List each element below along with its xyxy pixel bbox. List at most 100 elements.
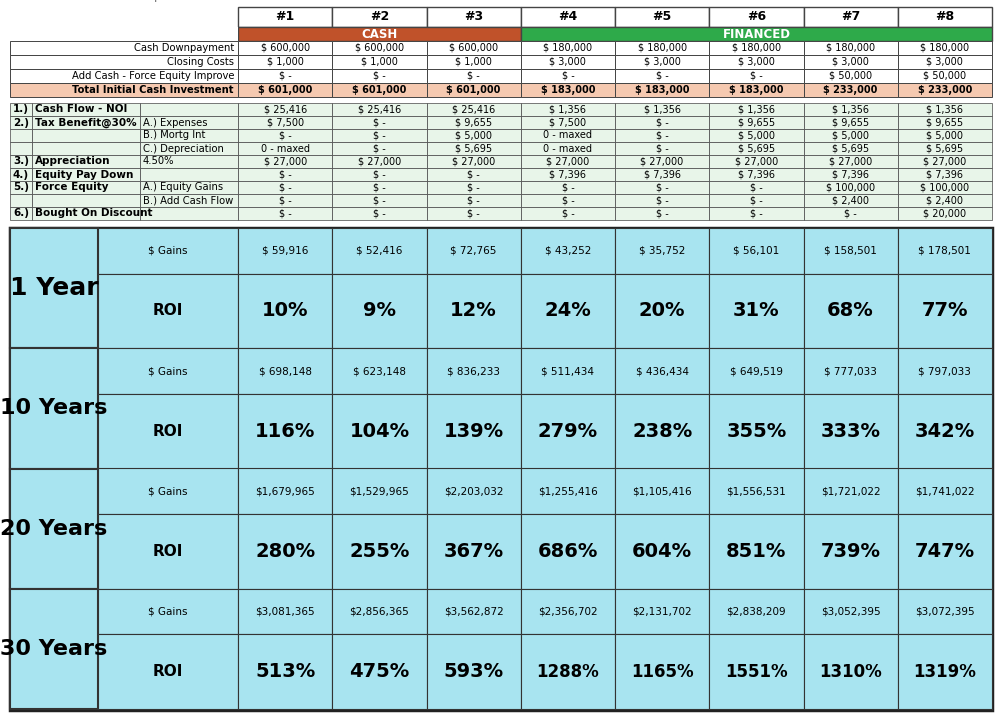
- Bar: [332, 41, 426, 55]
- Text: $ 797,033: $ 797,033: [918, 366, 971, 376]
- Bar: [238, 168, 332, 181]
- Text: $ 9,655: $ 9,655: [738, 118, 775, 128]
- Text: $ 233,000: $ 233,000: [918, 85, 972, 95]
- Bar: [709, 103, 804, 116]
- Text: $3,081,365: $3,081,365: [255, 607, 315, 617]
- Text: Equity Pay Down: Equity Pay Down: [35, 170, 133, 180]
- Text: $ 3,000: $ 3,000: [549, 57, 586, 67]
- Text: $ 27,000: $ 27,000: [452, 156, 495, 167]
- Bar: [615, 55, 709, 69]
- Text: $ -: $ -: [373, 118, 386, 128]
- Bar: [615, 83, 709, 97]
- Text: $ Gains: $ Gains: [148, 486, 188, 496]
- Text: $ -: $ -: [750, 183, 763, 193]
- Bar: [898, 635, 992, 709]
- Text: 367%: 367%: [444, 542, 504, 561]
- Text: $ 9,655: $ 9,655: [455, 118, 492, 128]
- Text: $3,562,872: $3,562,872: [444, 607, 504, 617]
- Text: $ 3,000: $ 3,000: [738, 57, 775, 67]
- Bar: [10, 116, 32, 129]
- Bar: [332, 394, 426, 468]
- Bar: [521, 228, 615, 274]
- Text: $ Gains: $ Gains: [148, 607, 188, 617]
- Bar: [521, 129, 615, 142]
- Text: $ 27,000: $ 27,000: [358, 156, 401, 167]
- Text: $ -: $ -: [656, 118, 668, 128]
- Bar: [804, 116, 898, 129]
- Bar: [804, 514, 898, 589]
- Text: 686%: 686%: [538, 542, 598, 561]
- Bar: [804, 181, 898, 194]
- Text: $ -: $ -: [562, 71, 574, 81]
- Bar: [238, 7, 332, 27]
- Text: $ 59,916: $ 59,916: [262, 246, 308, 256]
- Bar: [898, 348, 992, 394]
- Text: 0 - maxed: 0 - maxed: [261, 143, 310, 153]
- Text: $3,072,395: $3,072,395: [915, 607, 975, 617]
- Text: 1288%: 1288%: [536, 662, 599, 681]
- Text: $ 7,396: $ 7,396: [549, 170, 586, 180]
- Text: #5: #5: [652, 11, 672, 24]
- Text: 1551%: 1551%: [725, 662, 788, 681]
- Bar: [32, 181, 140, 194]
- Bar: [238, 194, 332, 207]
- Text: Appreciation: Appreciation: [35, 156, 110, 167]
- Text: ROI: ROI: [153, 665, 183, 679]
- Text: $ 601,000: $ 601,000: [352, 85, 407, 95]
- Bar: [615, 7, 709, 27]
- Text: $ 27,000: $ 27,000: [640, 156, 684, 167]
- Bar: [332, 194, 426, 207]
- Text: #1: #1: [276, 11, 295, 24]
- Bar: [615, 468, 709, 514]
- Text: $ 1,000: $ 1,000: [455, 57, 492, 67]
- Text: $ 27,000: $ 27,000: [735, 156, 778, 167]
- Bar: [804, 348, 898, 394]
- Text: $ 649,519: $ 649,519: [730, 366, 783, 376]
- Text: $ 27,000: $ 27,000: [264, 156, 307, 167]
- Bar: [10, 155, 32, 168]
- Text: $ -: $ -: [279, 71, 292, 81]
- Bar: [804, 103, 898, 116]
- Text: 1 Year: 1 Year: [10, 276, 98, 300]
- Bar: [426, 116, 521, 129]
- Bar: [140, 116, 238, 129]
- Bar: [238, 394, 332, 468]
- Bar: [709, 55, 804, 69]
- Text: $ 183,000: $ 183,000: [729, 85, 784, 95]
- Text: $ -: $ -: [279, 195, 292, 205]
- Bar: [804, 228, 898, 274]
- Text: $ 7,500: $ 7,500: [549, 118, 586, 128]
- Bar: [238, 55, 332, 69]
- Bar: [521, 41, 615, 55]
- Text: $ -: $ -: [279, 183, 292, 193]
- Bar: [615, 181, 709, 194]
- Bar: [426, 55, 521, 69]
- Bar: [521, 142, 615, 155]
- Text: $ -: $ -: [467, 71, 480, 81]
- Bar: [140, 181, 238, 194]
- Bar: [804, 69, 898, 83]
- Bar: [98, 468, 238, 514]
- Text: $ -: $ -: [562, 208, 574, 218]
- Bar: [615, 274, 709, 348]
- Bar: [426, 207, 521, 220]
- Text: $ -: $ -: [656, 208, 668, 218]
- Bar: [521, 83, 615, 97]
- Bar: [140, 207, 238, 220]
- Bar: [10, 55, 238, 69]
- Bar: [238, 589, 332, 635]
- Bar: [804, 155, 898, 168]
- Bar: [709, 194, 804, 207]
- Text: $ 25,416: $ 25,416: [358, 105, 401, 115]
- Text: 1310%: 1310%: [819, 662, 882, 681]
- Bar: [521, 69, 615, 83]
- Bar: [332, 274, 426, 348]
- Bar: [426, 194, 521, 207]
- Bar: [10, 69, 238, 83]
- Text: $1,556,531: $1,556,531: [726, 486, 786, 496]
- Bar: [804, 589, 898, 635]
- Text: $ 43,252: $ 43,252: [545, 246, 591, 256]
- Text: $ -: $ -: [656, 143, 668, 153]
- Bar: [238, 181, 332, 194]
- Text: $ 52,416: $ 52,416: [356, 246, 403, 256]
